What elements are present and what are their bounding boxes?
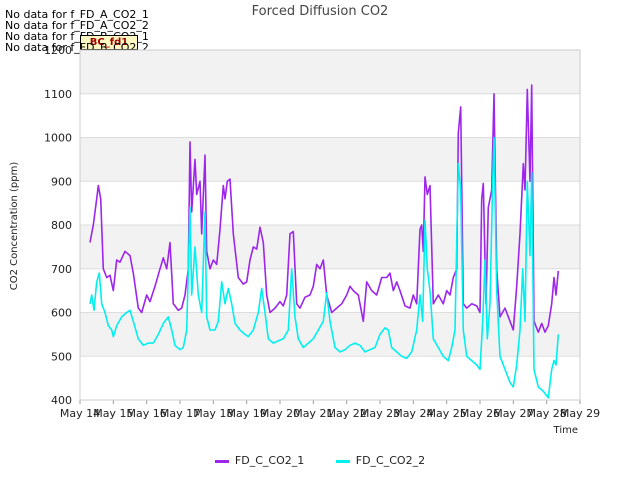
legend-swatch bbox=[335, 459, 350, 463]
y-axis-label: CO2 Concentration (ppm) bbox=[9, 162, 20, 291]
x-tick-label: May 19 bbox=[227, 407, 267, 420]
y-tick-label: 600 bbox=[51, 307, 72, 320]
legend-swatch bbox=[214, 459, 229, 463]
x-tick-label: May 28 bbox=[527, 407, 567, 420]
x-tick-label: May 26 bbox=[460, 407, 500, 420]
y-tick-label: 500 bbox=[51, 350, 72, 363]
y-tick-label: 1100 bbox=[44, 88, 72, 101]
y-tick-label: 700 bbox=[51, 263, 72, 276]
legend-label: FD_C_CO2_1 bbox=[234, 454, 305, 467]
x-tick-label: May 25 bbox=[427, 407, 467, 420]
x-tick-label: May 23 bbox=[360, 407, 400, 420]
x-tick-label: May 24 bbox=[393, 407, 433, 420]
x-tick-label: May 14 bbox=[60, 407, 100, 420]
legend-label: FD_C_CO2_2 bbox=[355, 454, 426, 467]
x-tick-label: May 20 bbox=[260, 407, 300, 420]
y-tick-label: 400 bbox=[51, 394, 72, 407]
y-tick-label: 800 bbox=[51, 219, 72, 232]
series-line-1 bbox=[89, 84, 560, 333]
chart-title: Forced Diffusion CO2 bbox=[252, 4, 389, 19]
legend: FD_C_CO2_1 FD_C_CO2_2 bbox=[0, 454, 640, 467]
nodata-line: No data for f_FD_B_CO2_2 bbox=[5, 41, 149, 54]
x-tick-label: May 29 bbox=[560, 407, 600, 420]
y-tick-label: 1200 bbox=[44, 44, 72, 57]
x-axis-label: Time bbox=[553, 425, 578, 436]
plot-band bbox=[80, 50, 580, 94]
x-tick-label: May 22 bbox=[327, 407, 367, 420]
plot-band bbox=[80, 225, 580, 269]
nodata-line: No data for f_FD_A_CO2_2 bbox=[5, 19, 149, 32]
x-tick-label: May 15 bbox=[93, 407, 133, 420]
y-tick-label: 1000 bbox=[44, 132, 72, 145]
x-tick-label: May 17 bbox=[160, 407, 200, 420]
legend-item-series2[interactable]: FD_C_CO2_2 bbox=[335, 454, 426, 467]
legend-item-series1[interactable]: FD_C_CO2_1 bbox=[214, 454, 305, 467]
nodata-line: No data for f_FD_A_CO2_1 bbox=[5, 8, 149, 21]
plot-border bbox=[79, 49, 581, 401]
series-line-2 bbox=[89, 136, 560, 399]
x-tick-label: May 21 bbox=[293, 407, 333, 420]
nodata-line: No data for f_FD_B_CO2_1 bbox=[5, 30, 149, 43]
x-tick-label: May 18 bbox=[193, 407, 233, 420]
plot-band bbox=[80, 137, 580, 182]
y-tick-label: 900 bbox=[51, 175, 72, 188]
x-tick-label: May 27 bbox=[493, 407, 533, 420]
x-tick-label: May 16 bbox=[127, 407, 167, 420]
